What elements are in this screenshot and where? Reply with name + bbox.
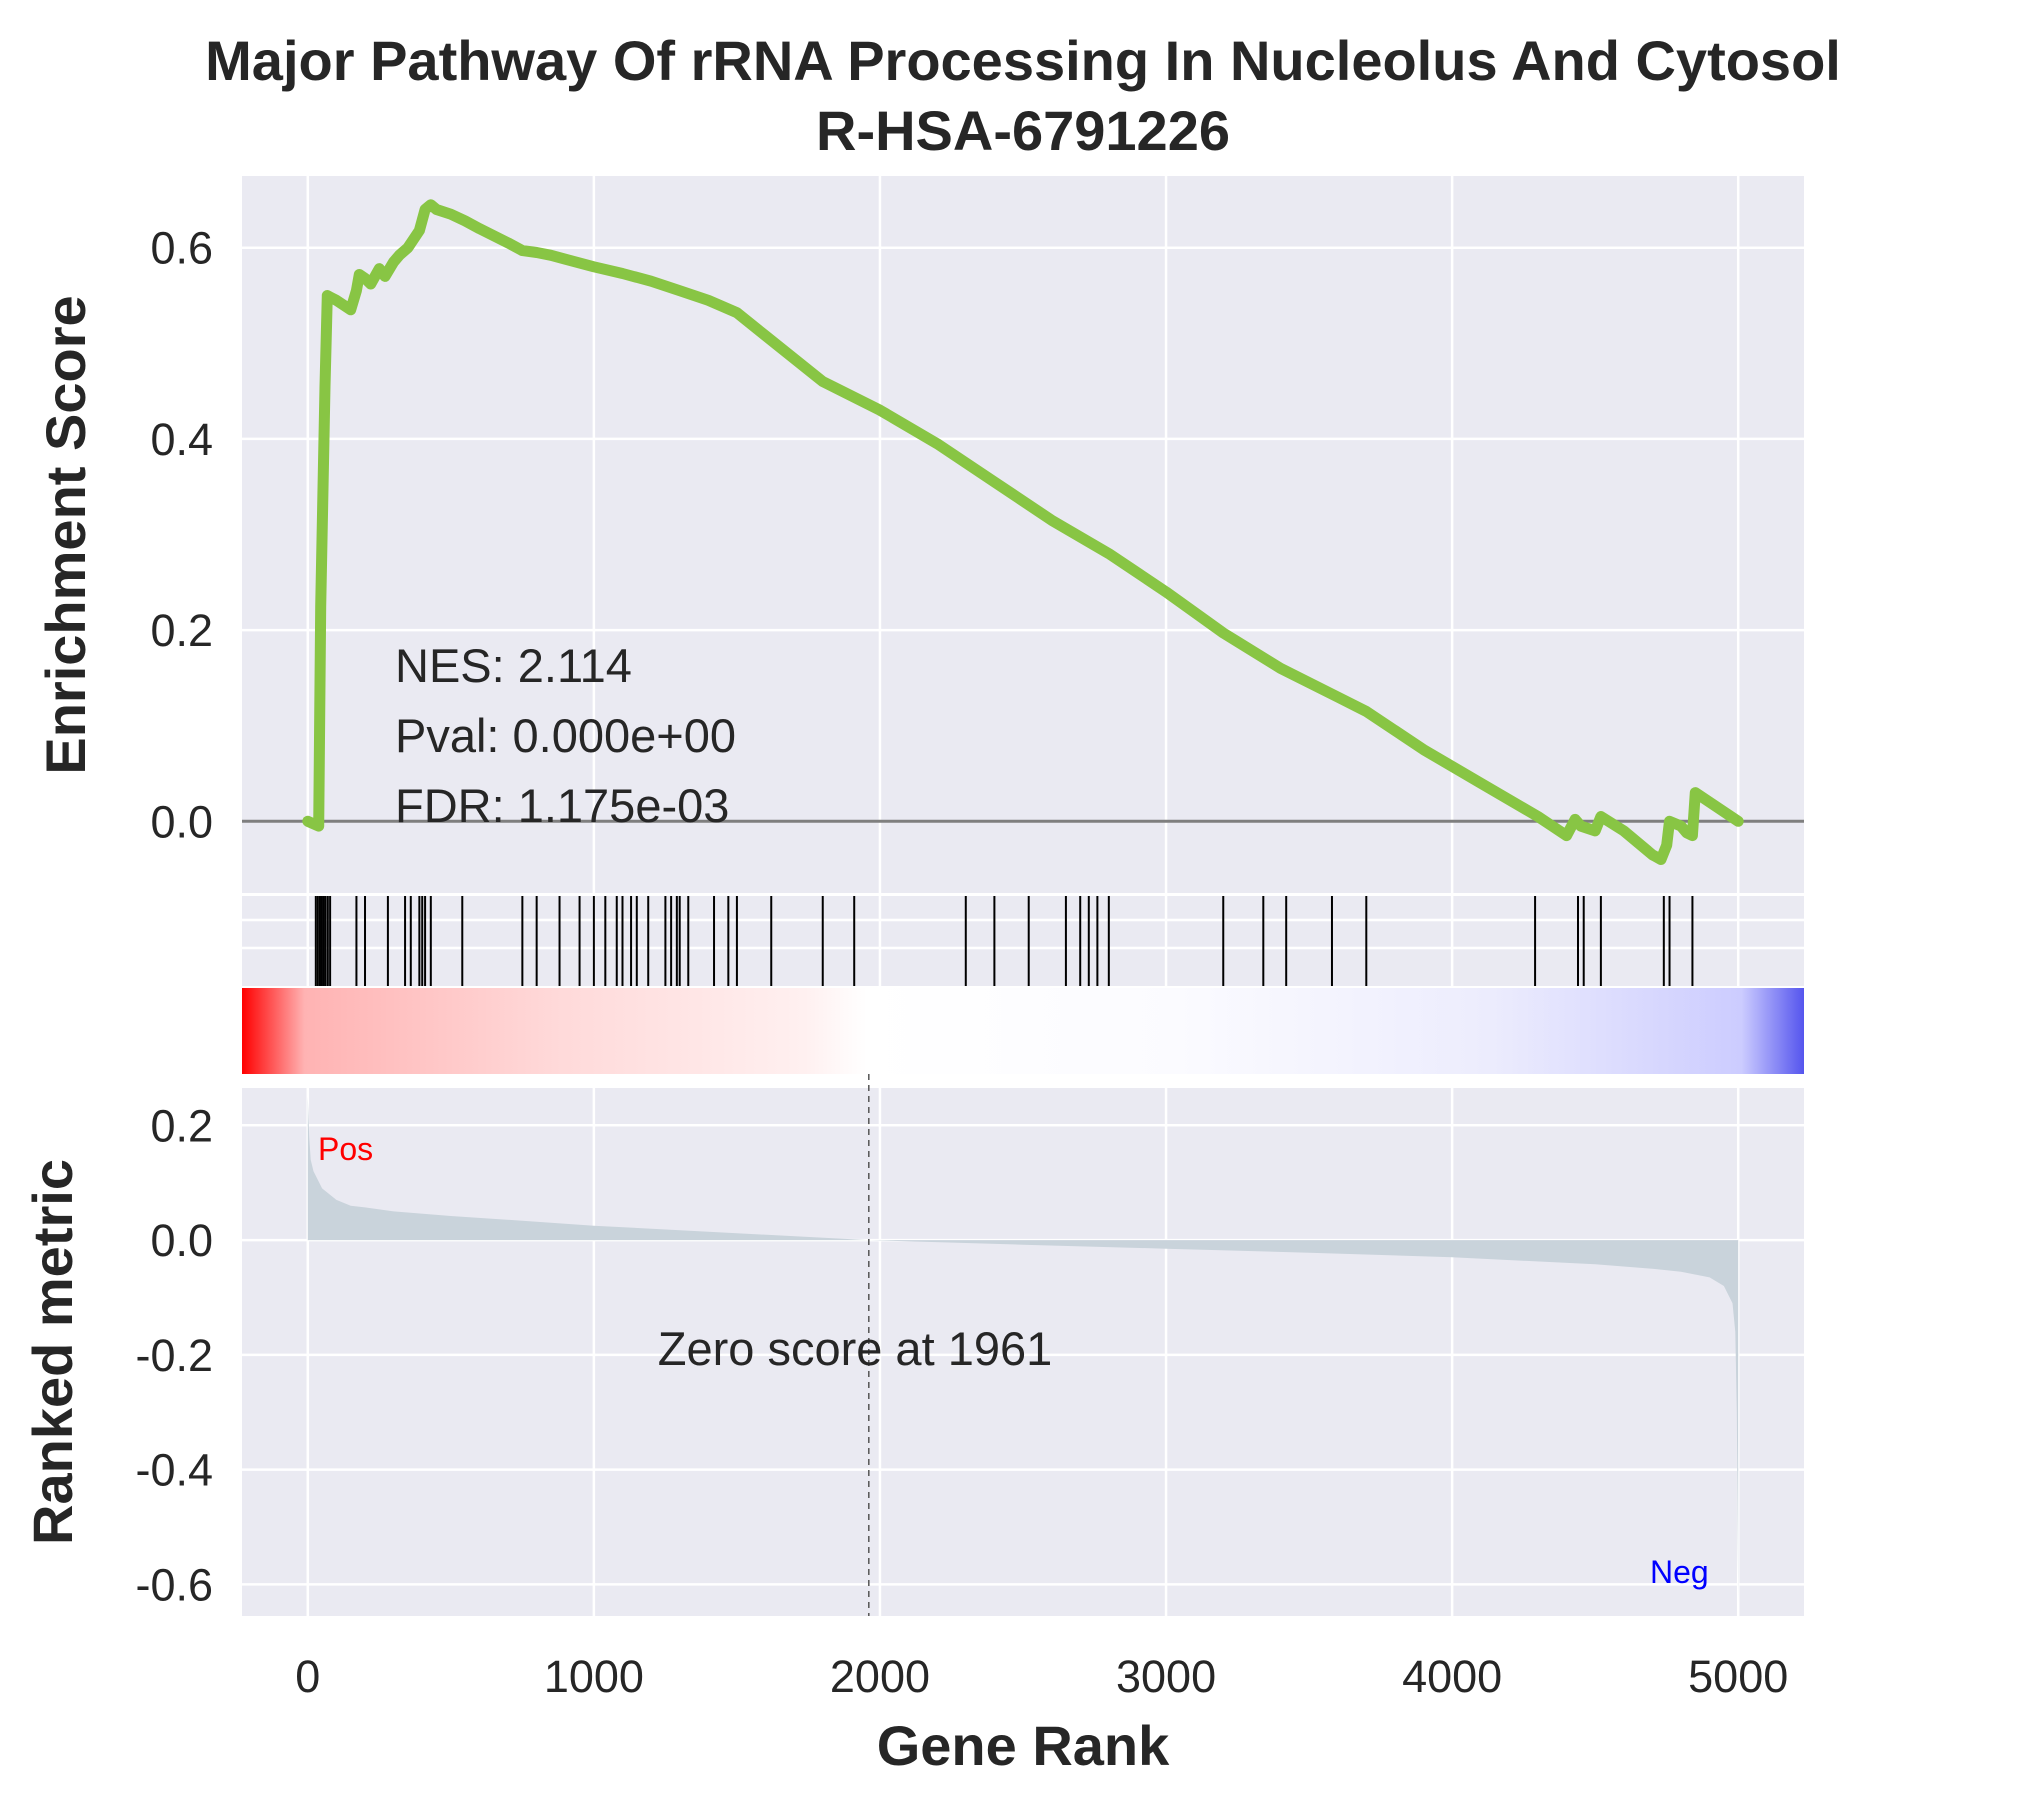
metric-y-axis-label: Ranked metric [21,1159,84,1545]
x-tick-label: 2000 [830,1651,930,1702]
enrichment-y-axis-label: Enrichment Score [34,295,97,774]
neg-label: Neg [1650,1554,1709,1590]
enrichment-y-tick-label: 0.6 [150,223,213,274]
chart-subtitle: R-HSA-6791226 [816,99,1230,162]
x-tick-label: 0 [295,1651,320,1702]
enrichment-y-tick-label: 0.4 [150,414,213,465]
x-ticks: 0 1000 2000 3000 4000 5000 [295,1651,1788,1702]
zero-score-label: Zero score at 1961 [658,1322,1053,1375]
enrichment-score-line [302,199,1744,865]
metric-panel-background [242,1088,1804,1616]
enrichment-y-ticks: 0.0 0.2 0.4 0.6 [150,223,213,848]
metric-y-tick-label: -0.6 [135,1559,213,1610]
pval-label: Pval: 0.000e+00 [395,709,736,762]
metric-y-tick-label: -0.2 [135,1330,213,1381]
rank-color-ramp [242,988,1804,1074]
fdr-label: FDR: 1.175e-03 [395,779,729,832]
enrichment-panel-background [242,176,1804,893]
x-axis-label: Gene Rank [877,1714,1170,1777]
hits-panel [242,896,1804,986]
gene-hits [314,896,1694,986]
x-tick-label: 4000 [1402,1651,1502,1702]
enrichment-panel: 0.00.20.40.6 NES: 2.114 Pval: 0.000e+00 … [34,176,1804,893]
metric-y-tick-label: 0.0 [150,1215,213,1266]
nes-label: NES: 2.114 [395,639,632,692]
x-tick-label: 5000 [1688,1651,1788,1702]
x-tick-label: 3000 [1116,1651,1216,1702]
x-tick-label: 1000 [544,1651,644,1702]
enrichment-grid [242,176,1804,893]
hits-panel-background [242,896,1804,986]
metric-y-tick-label: -0.4 [135,1445,213,1496]
metric-y-tick-label: 0.2 [150,1100,213,1151]
enrichment-y-tick-label: 0.0 [150,796,213,847]
enrichment-y-tick-label: 0.2 [150,605,213,656]
metric-y-ticks: 0.2 0.0 -0.2 -0.4 -0.6 [135,1100,213,1610]
metric-panel: Zero score at 1961 Pos Neg 0.2 0.0 -0.2 -0.… [21,1074,1804,1616]
pos-label: Pos [318,1131,373,1167]
chart-title: Major Pathway Of rRNA Processing In Nucl… [205,29,1841,92]
